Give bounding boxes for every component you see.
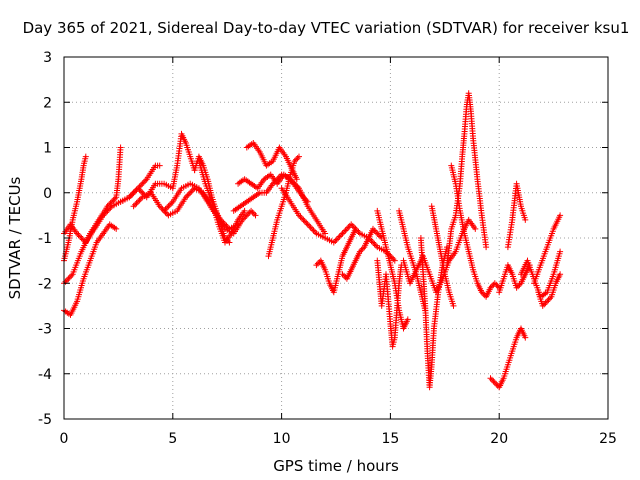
series-sat-u	[417, 235, 450, 391]
series-sat-z	[496, 262, 533, 296]
series-markers	[448, 162, 503, 300]
y-tick-label: -1	[38, 231, 52, 247]
x-tick-label: 5	[168, 431, 177, 447]
series-sat-r	[374, 207, 411, 332]
x-tick-label: 20	[490, 431, 508, 447]
series-sat-x	[448, 162, 503, 300]
series-sat-ad	[535, 271, 564, 309]
series-markers	[428, 203, 457, 309]
x-tick-label: 10	[273, 431, 291, 447]
series-markers	[313, 225, 359, 296]
series-sat-l	[230, 171, 329, 237]
y-tick-label: 1	[43, 141, 52, 157]
series-markers	[265, 153, 302, 260]
series-markers	[535, 271, 564, 309]
series-sat-o	[313, 225, 359, 296]
series-sat-q	[374, 257, 405, 350]
series-sat-ac	[531, 212, 564, 287]
series-markers	[496, 262, 533, 296]
series-markers	[417, 235, 450, 391]
y-axis-label: SDTVAR / TECUs	[6, 176, 24, 299]
y-tick-label: -5	[38, 412, 52, 428]
y-tick-label: -2	[38, 276, 52, 292]
y-tick-label: 2	[43, 95, 52, 111]
series-markers	[504, 180, 529, 251]
series-markers	[339, 225, 385, 282]
axes: -5 -4 -3 -2 -1 0 1 2 3 0 5 10 15 20 25	[38, 50, 617, 447]
x-tick-label: 0	[60, 431, 69, 447]
series-markers	[230, 171, 329, 237]
series-sat-m	[265, 153, 302, 260]
series-markers	[374, 257, 405, 350]
y-tick-label: -4	[38, 367, 52, 383]
series-sat-c	[61, 144, 124, 287]
series-sat-aa	[504, 180, 529, 251]
x-axis-label: GPS time / hours	[273, 457, 399, 475]
series-sat-v	[428, 203, 457, 309]
series-markers	[531, 212, 564, 287]
series-markers	[374, 207, 411, 332]
series-sat-i	[195, 158, 248, 246]
series-sat-y	[487, 325, 529, 391]
y-tick-label: 3	[43, 50, 52, 66]
y-tick-label: -3	[38, 322, 52, 338]
series-markers	[195, 158, 248, 246]
chart-title: Day 365 of 2021, Sidereal Day-to-day VTE…	[23, 19, 630, 37]
series-markers	[487, 325, 529, 391]
data-layer	[61, 90, 564, 391]
x-tick-label: 25	[599, 431, 617, 447]
series-sat-p	[339, 225, 385, 282]
x-tick-label: 15	[381, 431, 399, 447]
y-tick-label: 0	[43, 186, 52, 202]
